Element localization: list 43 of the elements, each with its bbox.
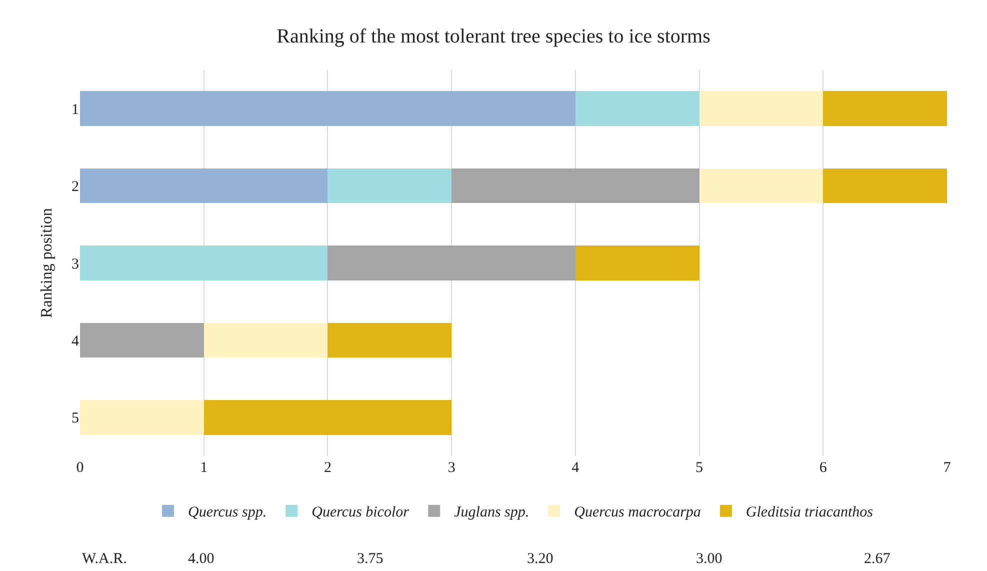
bar: [452, 168, 700, 204]
bar: [823, 168, 947, 204]
text: 3.20: [527, 551, 554, 567]
legend-label: Quercus macrocarpa: [574, 504, 701, 521]
x-tick-label: 3: [448, 460, 456, 476]
y-tick-label: 2: [72, 179, 79, 196]
legend-label: Gleditsia triacanthos: [746, 504, 874, 521]
legend-label: Juglans spp.: [454, 504, 530, 521]
bar: [328, 246, 576, 280]
bar: [699, 168, 824, 204]
bar: [328, 322, 452, 358]
text: 3.75: [357, 551, 384, 567]
x-tick-label: 0: [76, 460, 84, 476]
x-tick-label: 6: [819, 460, 828, 476]
bar: [575, 91, 700, 126]
bar: [80, 168, 328, 204]
text: 4.00: [188, 551, 214, 567]
bar: [204, 322, 328, 358]
x-tick-label: 1: [200, 460, 208, 476]
bar: [80, 400, 204, 435]
y-tick-label: 3: [72, 256, 79, 272]
chart-title: Ranking of the most tolerant tree species to ice storms: [276, 26, 711, 48]
bar: [80, 246, 328, 280]
text: 3.00: [696, 551, 722, 567]
text: 2.67: [864, 551, 891, 567]
x-tick-label: 7: [943, 460, 952, 476]
y-tick-label: 5: [72, 410, 79, 427]
legend-label: Quercus bicolor: [312, 504, 410, 521]
x-tick-label: 4: [572, 460, 580, 476]
bar: [80, 91, 576, 126]
x-tick-label: 5: [696, 460, 704, 476]
bar: [328, 168, 452, 204]
bar: [575, 246, 700, 280]
y-tick-label: 4: [72, 333, 80, 350]
bar: [823, 91, 947, 126]
bar: [80, 322, 204, 358]
y-tick-label: 1: [72, 102, 79, 118]
bar: [699, 91, 824, 126]
bar: [204, 400, 452, 435]
text: W.A.R.: [82, 551, 127, 567]
legend-label: Quercus spp.: [188, 504, 267, 521]
y-axis-title: Ranking position: [38, 208, 56, 318]
x-tick-label: 2: [324, 460, 332, 476]
